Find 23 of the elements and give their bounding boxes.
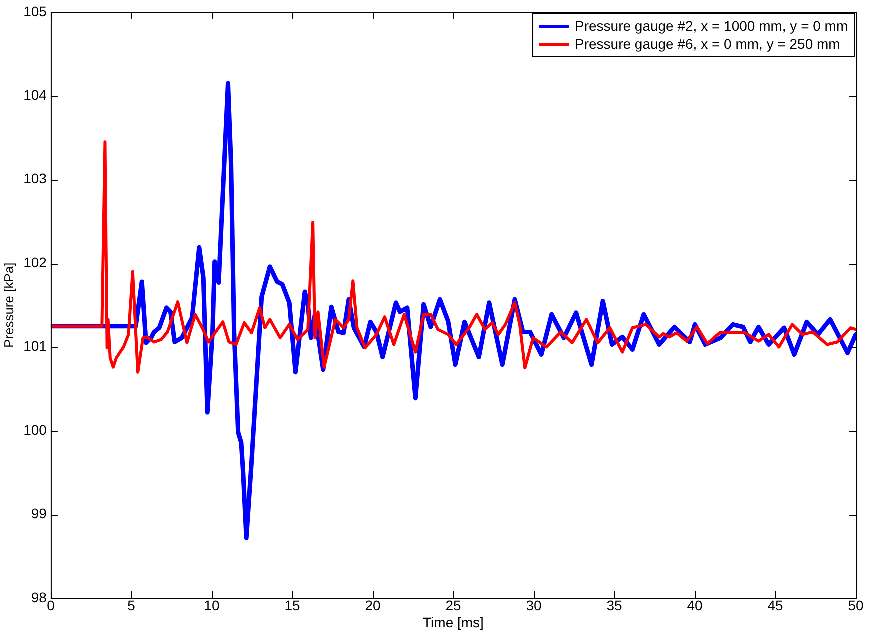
y-tick-label: 102 [24, 254, 48, 270]
x-tick-label: 15 [284, 598, 300, 614]
legend-label: Pressure gauge #6, x = 0 mm, y = 250 mm [575, 35, 840, 54]
x-tick-label: 50 [848, 598, 864, 614]
y-axis-title: Pressure [kPa] [1, 262, 16, 348]
y-tick-label: 99 [31, 506, 48, 522]
y-tick-label: 100 [24, 422, 48, 438]
x-tick-label: 0 [47, 598, 56, 614]
y-tick-label: 105 [24, 3, 48, 20]
y-tick-label: 101 [24, 338, 48, 354]
x-tick-label: 45 [768, 598, 784, 614]
y-tick-label: 104 [24, 86, 48, 103]
x-tick-label: 10 [204, 598, 220, 614]
x-tick-label: 20 [365, 598, 381, 614]
y-tick-label: 98 [31, 589, 48, 606]
x-tick-label: 25 [446, 598, 462, 614]
x-tick-label: 5 [128, 598, 136, 614]
y-tick-label: 103 [24, 170, 48, 187]
legend-label: Pressure gauge #2, x = 1000 mm, y = 0 mm [575, 17, 848, 36]
x-tick-label: 35 [606, 598, 622, 614]
x-tick-label: 30 [526, 598, 542, 614]
x-tick-label: 40 [687, 598, 703, 614]
x-axis-title: Time [ms] [423, 614, 484, 630]
